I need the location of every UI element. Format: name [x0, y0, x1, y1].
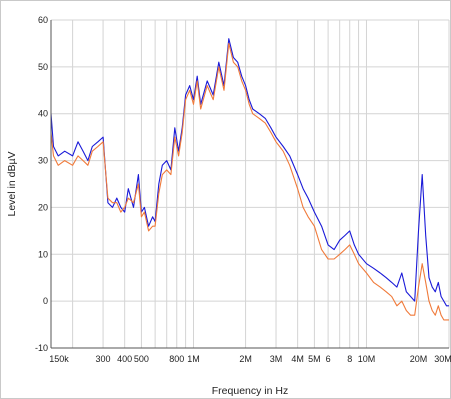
y-tick-label: 40 [38, 109, 48, 119]
x-tick-label: 30M [434, 354, 451, 364]
x-tick-label: 5M [308, 354, 321, 364]
x-tick-label: 20M [410, 354, 428, 364]
axes [50, 20, 449, 349]
series-line-2 [50, 42, 449, 321]
series-group [50, 38, 449, 321]
x-tick-label: 150k [49, 354, 69, 364]
y-tick-label: 20 [38, 202, 48, 212]
x-tick-label: 8 [347, 354, 352, 364]
x-tick-label: 400 [117, 354, 132, 364]
y-tick-labels: -10 0 10 20 30 40 50 60 [35, 15, 48, 353]
x-tick-label: 2M [239, 354, 252, 364]
x-tick-label: 800 [169, 354, 184, 364]
x-axis-label: Frequency in Hz [212, 385, 288, 397]
y-tick-label: 10 [38, 249, 48, 259]
x-tick-label: 10M [358, 354, 376, 364]
x-tick-label: 3M [270, 354, 283, 364]
x-tick-label: 1M [187, 354, 200, 364]
y-tick-label: 50 [38, 62, 48, 72]
x-tick-label: 4M [291, 354, 304, 364]
x-tick-label: 300 [96, 354, 111, 364]
y-tick-label: -10 [35, 343, 48, 353]
x-tick-labels: 150k 300 400 500 800 1M 2M 3M 4M 5M 6 8 10M 20M 30M [49, 354, 451, 364]
x-tick-label: 500 [134, 354, 149, 364]
y-tick-label: 0 [43, 296, 48, 306]
x-tick-label: 6 [326, 354, 331, 364]
y-tick-label: 30 [38, 156, 48, 166]
plot-area [51, 20, 449, 348]
series-line-1 [50, 38, 449, 307]
y-axis-label: Level in dBµV [6, 151, 18, 216]
y-tick-label: 60 [38, 15, 48, 25]
